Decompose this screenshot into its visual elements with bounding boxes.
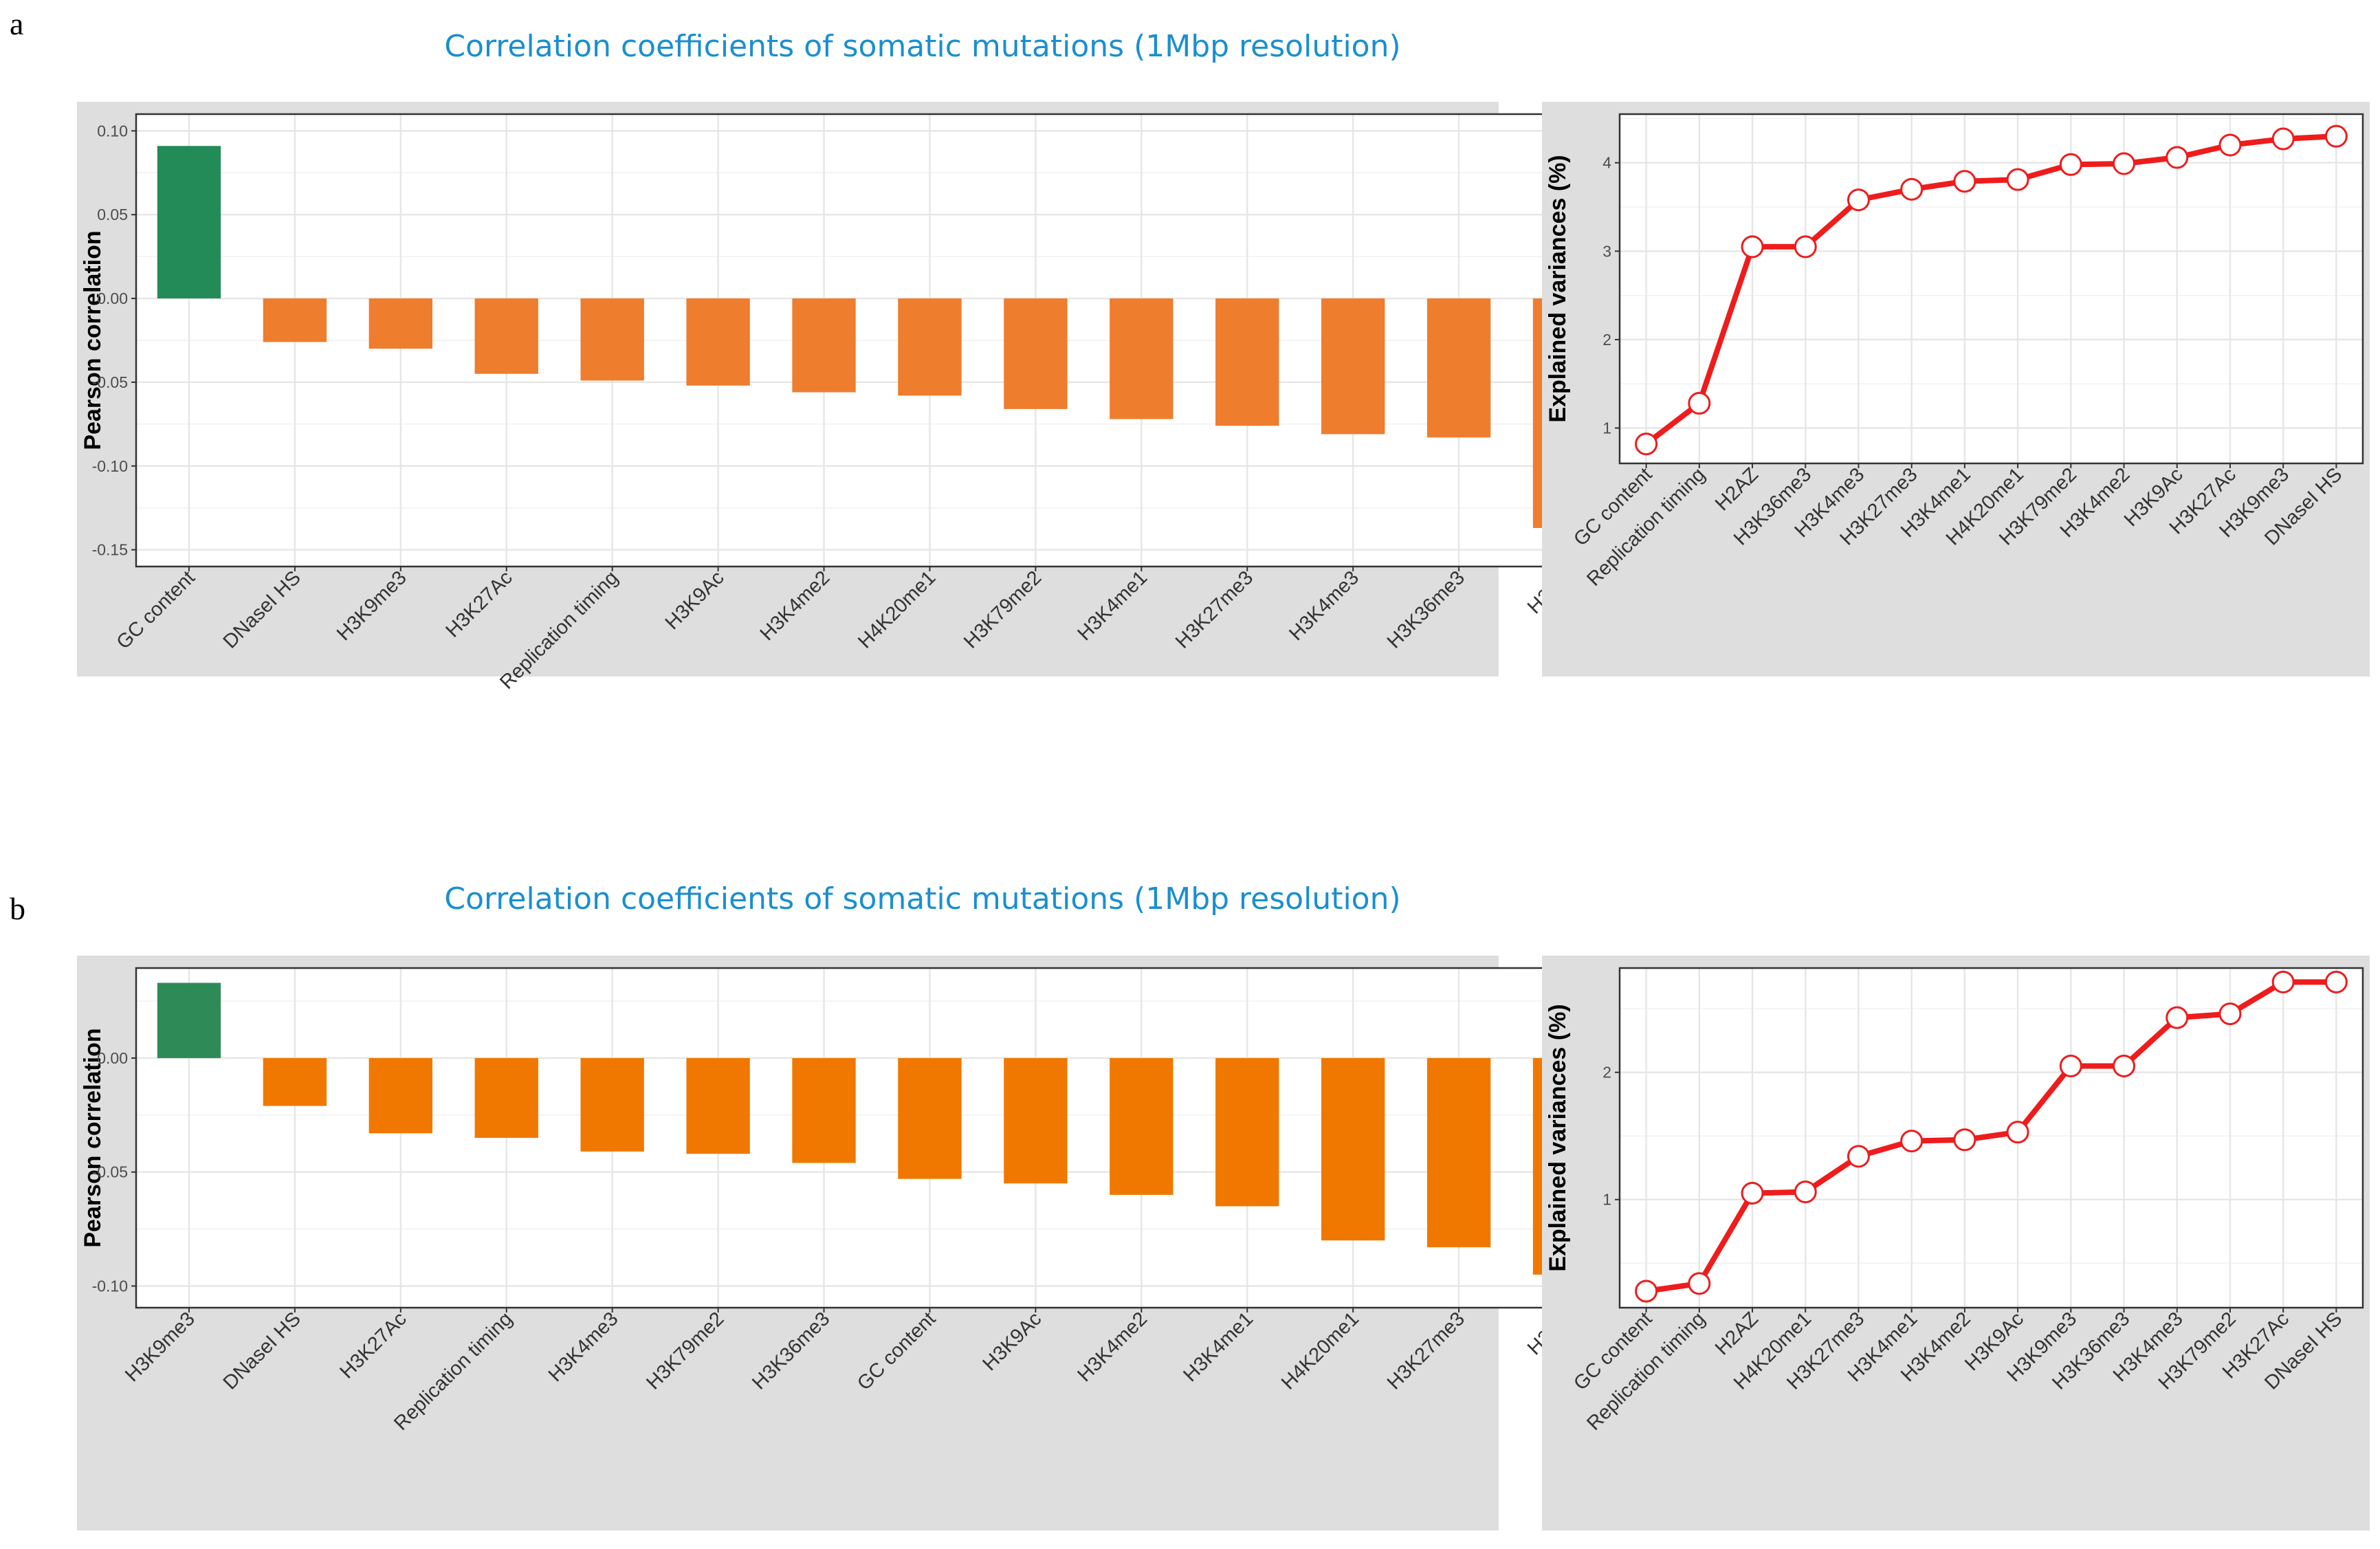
panel-b-title: Correlation coefficients of somatic muta… (444, 881, 1400, 916)
panel-a-line-point (2324, 124, 2348, 148)
panel-a-line-point (1794, 235, 1817, 259)
panel-a-line-point (1953, 170, 1976, 193)
panel-a-title: Correlation coefficients of somatic muta… (444, 29, 1400, 64)
panel-b-line-point (2006, 1121, 2029, 1144)
panel-b-bar-bar (1426, 1057, 1491, 1248)
panel-b-line-point (1900, 1130, 1924, 1153)
panel-b-bar-bar (1004, 1057, 1068, 1184)
panel-b-line-y-tick-label: 1 (1602, 1191, 1611, 1209)
panel-a-line-point (2166, 146, 2189, 169)
panel-b-line-point (1635, 1279, 1658, 1303)
panel-a-bar-bar (368, 298, 432, 349)
panel-a-line-point (1688, 392, 1711, 415)
panel-b-bar-bar (368, 1057, 432, 1134)
panel-a-letter: a (10, 6, 23, 41)
panel-a-line-point (1741, 235, 1764, 259)
panel-a-bar-bar (157, 146, 221, 299)
panel-b-bar-bar (157, 982, 221, 1058)
panel-b-bar-bar (263, 1057, 327, 1106)
panel-b-line-point (2166, 1006, 2189, 1029)
panel-a-bar-y-tick-label: 0.00 (97, 289, 128, 307)
panel-a-line-y-tick-label: 2 (1602, 331, 1611, 349)
panel-a-bar-bar (1215, 298, 1279, 426)
panel-a-line-point (1635, 432, 1658, 456)
panel-b-bar-bar (1110, 1057, 1174, 1195)
panel-a: a Correlation coefficients of somatic mu… (10, 6, 2370, 694)
panel-b-bar-bar (686, 1057, 750, 1154)
panel-b-bar-y-tick-label: -0.10 (92, 1277, 128, 1295)
panel-b-bar-y-tick-label: 0.00 (97, 1049, 128, 1067)
panel-a-line-y-axis-label: Explained variances (%) (1545, 155, 1571, 422)
panel-b-line-point (2113, 1054, 2136, 1077)
panel-a-line-point (2113, 152, 2136, 175)
panel-a-line-point (2006, 168, 2029, 191)
panel-b-line-y-tick-label: 2 (1602, 1064, 1611, 1081)
panel-b-bar-y-tick-label: -0.05 (92, 1163, 128, 1181)
panel-a-line-point (1847, 188, 1870, 212)
panel-b-bar-y-axis-label: Pearson correlation (80, 1028, 106, 1247)
panel-b-bar-bar (898, 1057, 962, 1179)
panel-a-bar-bar (1004, 298, 1068, 409)
panel-a-line-plot-border (1618, 113, 2364, 465)
panel-a-bar-y-tick-label: 0.10 (97, 122, 128, 140)
panel-a-bar-bar (1110, 298, 1174, 419)
panel-b-bar-bar (1321, 1057, 1385, 1241)
panel-a-bar-bar (686, 298, 750, 386)
panel-b-bar-bar (580, 1057, 644, 1152)
panel-b-bar-bar (1215, 1057, 1279, 1207)
panel-b-line-point (2218, 1002, 2242, 1026)
panel-a-bar-bar (792, 298, 856, 393)
panel-b-line-point (1794, 1180, 1817, 1204)
panel-b-bar-bar (792, 1057, 856, 1163)
panel-b: b Correlation coefficients of somatic mu… (10, 881, 2370, 1530)
panel-b-line-point (1953, 1128, 1976, 1152)
panel-b-bar-chart: Pearson correlation0.00-0.05-0.10H3K9me3… (77, 956, 1619, 1530)
panel-b-line-y-axis-label: Explained variances (%) (1545, 1004, 1571, 1271)
panel-a-bar-bar (474, 298, 538, 374)
panel-a-bar-bar (1426, 298, 1491, 438)
panel-b-bar-plot-area (136, 968, 1618, 1308)
panel-b-bar-bar (474, 1057, 538, 1138)
panel-a-bar-bar (263, 298, 327, 342)
panel-a-bar-chart: Pearson correlation 0.10 0.05 0.00 -0.05 -0.1… (77, 102, 1619, 694)
panel-b-line-point (2324, 970, 2348, 993)
panel-b-letter: b (10, 891, 25, 926)
panel-a-line-point (2271, 127, 2295, 151)
panel-a-bar-y-axis-label: Pearson correlation (80, 230, 106, 450)
panel-a-bar-bar (1321, 298, 1385, 435)
panel-a-bar-y-tick-label: -0.10 (92, 457, 128, 475)
panel-a-bar-y-tick-label: -0.15 (92, 541, 128, 559)
panel-a-line-point (2059, 153, 2082, 176)
panel-b-line-point (2271, 970, 2295, 993)
panel-a-line-y-tick-label: 1 (1602, 419, 1611, 437)
panel-a-bar-bar (898, 298, 962, 396)
panel-b-line-point (1688, 1272, 1711, 1295)
panel-a-line-y-tick-label: 3 (1602, 242, 1611, 260)
panel-a-line-point (1900, 177, 1924, 201)
panel-b-line-point (2059, 1054, 2082, 1077)
panel-a-line-y-tick-label: 4 (1602, 154, 1611, 172)
panel-a-bar-bar (580, 298, 644, 381)
panel-a-bar-y-tick-label: -0.05 (92, 373, 128, 391)
panel-a-bar-y-tick-label: 0.05 (97, 206, 128, 223)
panel-a-line-point (2218, 133, 2242, 157)
panel-b-line-point (1741, 1181, 1764, 1205)
panel-b-line-point (1847, 1145, 1870, 1168)
panel-b-line-plot-border (1618, 967, 2364, 1309)
panel-a-line-plot-area (1620, 114, 2363, 463)
